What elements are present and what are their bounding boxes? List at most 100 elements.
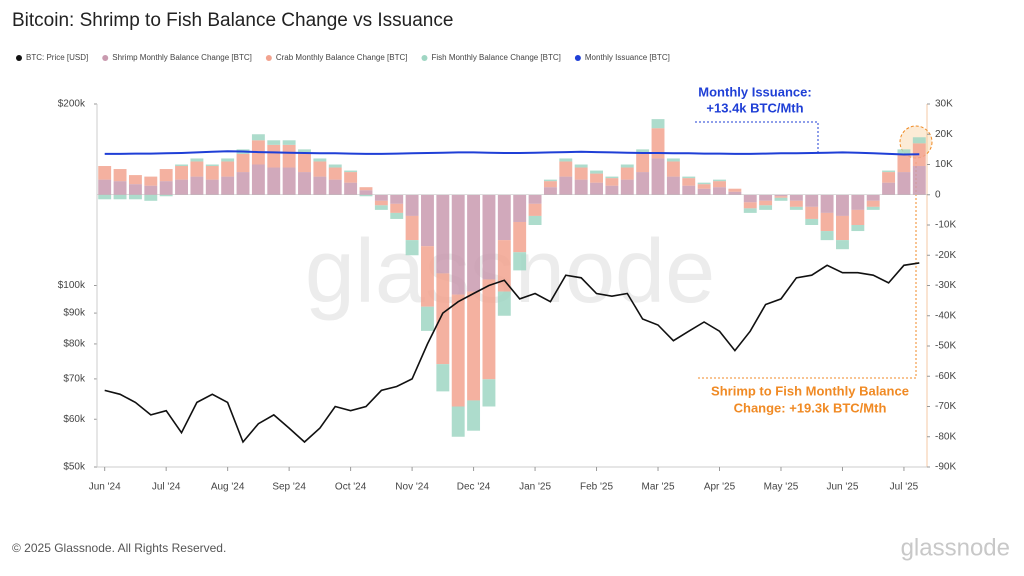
bar [543, 179, 557, 182]
legend-label: Crab Monthly Balance Change [BTC] [276, 53, 408, 62]
bar [128, 194, 142, 200]
y2-tick-label: -70K [935, 401, 956, 412]
y2-tick-label: 20K [935, 129, 953, 140]
bar [897, 153, 911, 173]
x-tick-label: Dec '24 [457, 482, 491, 493]
brand: glassnode [901, 534, 1010, 561]
y2-tick-label: -20K [935, 250, 956, 261]
bar [298, 153, 311, 173]
bar [620, 179, 634, 195]
bar [144, 176, 158, 186]
bar [528, 215, 542, 225]
x-tick-label: Jan '25 [519, 482, 551, 493]
bar [190, 176, 204, 195]
bar [313, 158, 327, 162]
bar [866, 206, 880, 210]
y2-tick-label: -10K [935, 220, 956, 231]
bar [713, 181, 726, 188]
bar [436, 273, 450, 365]
bar [836, 240, 849, 250]
bar [820, 194, 834, 213]
bar [682, 178, 696, 186]
bar [205, 164, 219, 167]
bar [605, 176, 619, 179]
bar [713, 187, 726, 195]
bar [559, 158, 573, 162]
bar [697, 182, 711, 185]
balance-pointer [698, 160, 917, 379]
bar [113, 169, 127, 182]
bar [805, 194, 819, 207]
bar [359, 194, 373, 197]
x-tick-label: May '25 [764, 482, 799, 493]
y-tick-label: $200k [58, 99, 86, 110]
legend-marker [102, 55, 109, 61]
bar [682, 176, 696, 179]
legend-marker [265, 55, 272, 61]
bar [682, 185, 696, 195]
bar [390, 194, 404, 204]
bar [467, 400, 481, 431]
bar [882, 182, 896, 195]
bar [513, 252, 527, 271]
bar [912, 166, 926, 195]
y2-tick-label: 0 [935, 189, 941, 200]
x-tick-label: Nov '24 [395, 482, 429, 493]
x-tick-label: Apr '25 [704, 482, 736, 493]
bar [543, 181, 557, 188]
bar [98, 166, 112, 180]
bar [421, 194, 434, 247]
y2-tick-label: -90K [935, 462, 956, 473]
bar [190, 158, 204, 162]
y2-tick-label: 10K [935, 159, 953, 170]
x-tick-label: Jun '24 [89, 482, 121, 493]
bar [697, 188, 711, 195]
bar [190, 161, 204, 177]
bar [236, 153, 250, 173]
bar [359, 187, 373, 191]
y-tick-label: $60k [63, 414, 86, 425]
legend-marker [574, 55, 581, 61]
bar [590, 173, 603, 183]
bar [128, 175, 142, 185]
bar [436, 194, 450, 274]
bar [144, 185, 158, 195]
bar [528, 203, 542, 216]
chart-title: Bitcoin: Shrimp to Fish Balance Change v… [12, 10, 453, 31]
bar [359, 190, 373, 195]
bar [390, 212, 404, 219]
bar [482, 279, 496, 380]
bar [344, 172, 358, 183]
bar [666, 161, 680, 177]
bar [897, 149, 911, 154]
bar [467, 194, 481, 292]
bar [497, 240, 511, 292]
legend-label: Monthly Issuance [BTC] [585, 53, 670, 62]
bar [882, 170, 896, 173]
bar [513, 221, 527, 253]
y2-tick-label: -80K [935, 431, 956, 442]
bar [298, 172, 311, 195]
x-tick-label: Oct '24 [335, 482, 367, 493]
bar [590, 170, 603, 174]
y2-tick-label: -30K [935, 280, 956, 291]
bar [605, 178, 619, 186]
bar [574, 167, 588, 180]
bar [820, 231, 834, 241]
y-tick-label: $50k [63, 462, 86, 473]
bar [405, 240, 419, 256]
bar [128, 184, 142, 195]
legend-label: BTC: Price [USD] [26, 53, 88, 62]
bar [436, 364, 450, 392]
bar [774, 196, 788, 198]
legend-marker [16, 55, 22, 61]
bar [912, 137, 926, 144]
bar [743, 208, 757, 213]
bar [344, 170, 358, 173]
bar [789, 200, 803, 207]
bar [543, 187, 557, 195]
bar [267, 144, 281, 168]
footer: © 2025 Glassnode. All Rights Reserved. [12, 541, 226, 555]
bar [743, 194, 757, 203]
annotation: Monthly Issuance: [698, 84, 811, 99]
